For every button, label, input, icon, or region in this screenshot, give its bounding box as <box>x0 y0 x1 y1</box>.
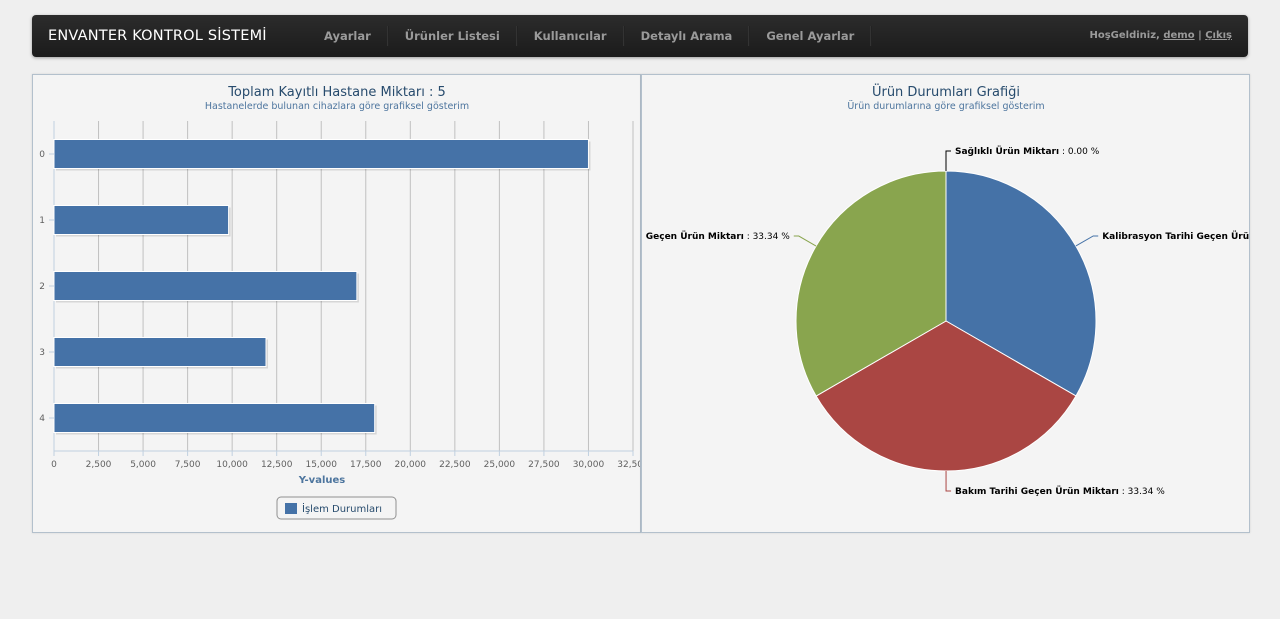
welcome-text: HoşGeldiniz, <box>1089 30 1160 41</box>
legend-swatch <box>285 503 297 514</box>
x-tick-label: 32,500 <box>617 460 640 470</box>
nav-kullanicilar[interactable]: Kullanıcılar <box>533 29 607 43</box>
pie-label-value: : 0.00 % <box>1059 147 1100 157</box>
bar-4[interactable] <box>53 403 376 433</box>
x-tick-label: 0 <box>51 460 57 470</box>
x-tick-label: 27,500 <box>528 460 560 470</box>
bar-chart: Toplam Kayıtlı Hastane Miktarı : 5 Hasta… <box>39 85 640 520</box>
nav-divider <box>386 26 389 46</box>
y-tick-label: 3 <box>39 348 45 358</box>
bar-chart-subtitle: Hastanelerde bulunan cihazlara göre graf… <box>205 101 469 112</box>
pie-labels: Sağlıklı Ürün Miktarı : 0.00 % Kalibrasyo… <box>642 146 1249 497</box>
logout-link[interactable]: Çıkış <box>1205 30 1232 41</box>
pie-chart-title: Ürün Durumları Grafiği <box>872 83 1020 100</box>
pie-slices[interactable] <box>795 170 1097 472</box>
x-tick-label: 22,500 <box>439 460 471 470</box>
bar-series[interactable] <box>53 139 591 435</box>
bar-2[interactable] <box>53 271 358 301</box>
y-axis-ticks: 0 1 2 3 4 <box>39 150 54 424</box>
x-tick-label: 20,000 <box>395 460 427 470</box>
pie-connector <box>793 235 817 247</box>
pie-label: Tarihi Geçen Ürün Miktarı : 33.34 % <box>642 231 790 242</box>
pie-label: Kalibrasyon Tarihi Geçen Ürün Miktarı : … <box>1102 231 1249 242</box>
brand-logo[interactable]: ENVANTER KONTROL SİSTEMİ <box>48 28 267 44</box>
bar-1[interactable] <box>53 205 230 235</box>
x-tick-label: 7,500 <box>175 460 201 470</box>
pie-slice-3[interactable] <box>795 170 947 397</box>
nav-detayli-arama[interactable]: Detaylı Arama <box>640 29 733 43</box>
legend-box[interactable] <box>276 496 397 520</box>
y-tick-label: 1 <box>39 216 45 226</box>
pie-slice-1[interactable] <box>945 170 1097 397</box>
bar-chart-panel: Toplam Kayıtlı Hastane Miktarı : 5 Hasta… <box>32 74 641 533</box>
user-separator: | <box>1198 30 1202 41</box>
nav-urunler-listesi[interactable]: Ürünler Listesi <box>404 29 500 43</box>
pie-connector <box>1075 235 1099 247</box>
x-tick-label: 25,000 <box>484 460 516 470</box>
pie-connector <box>945 150 951 171</box>
pie-label-name: Bakım Tarihi Geçen Ürün Miktarı <box>955 486 1119 497</box>
pie-chart-panel: Ürün Durumları Grafiği Ürün durumlarına … <box>641 74 1250 533</box>
x-tick-label: 5,000 <box>130 460 156 470</box>
pie-label-name: Kalibrasyon Tarihi Geçen Ürün Miktarı <box>1102 231 1249 242</box>
pie-slice-2[interactable] <box>815 320 1077 472</box>
pie-chart-subtitle: Ürün durumlarına göre grafiksel gösterim <box>847 101 1044 112</box>
nav-divider <box>748 26 751 46</box>
nav-ayarlar[interactable]: Ayarlar <box>324 29 371 43</box>
main-nav: Ayarlar Ürünler Listesi Kullanıcılar Det… <box>308 15 873 57</box>
chart-legend[interactable]: İşlem Durumları <box>276 496 397 520</box>
top-navbar: ENVANTER KONTROL SİSTEMİ Ayarlar Ürünler… <box>32 15 1248 57</box>
x-tick-label: 2,500 <box>86 460 112 470</box>
username-link[interactable]: demo <box>1163 30 1195 41</box>
pie-chart: Ürün Durumları Grafiği Ürün durumlarına … <box>642 83 1249 497</box>
pie-label-value: : 33.34 % <box>744 232 790 242</box>
y-tick-label: 4 <box>39 414 45 424</box>
nav-divider <box>870 26 873 46</box>
x-tick-label: 17,500 <box>350 460 382 470</box>
bar-chart-title: Toplam Kayıtlı Hastane Miktarı : 5 <box>227 85 446 100</box>
bar-0[interactable] <box>53 139 589 169</box>
pie-label: Bakım Tarihi Geçen Ürün Miktarı : 33.34 … <box>955 486 1165 497</box>
pie-label: Sağlıklı Ürün Miktarı : 0.00 % <box>955 146 1100 157</box>
nav-divider <box>622 26 625 46</box>
x-axis-label: Y-values <box>298 475 346 486</box>
x-tick-label: 30,000 <box>573 460 605 470</box>
pie-label-name: Sağlıklı Ürün Miktarı <box>955 146 1059 157</box>
x-tick-label: 12,500 <box>261 460 293 470</box>
pie-label-value: : 33.34 % <box>1119 487 1165 497</box>
legend-label[interactable]: İşlem Durumları <box>302 502 382 515</box>
y-tick-label: 0 <box>39 150 45 160</box>
x-tick-label: 15,000 <box>305 460 337 470</box>
pie-label-name: Tarihi Geçen Ürün Miktarı <box>642 231 744 242</box>
user-box: HoşGeldiniz, demo | Çıkış <box>1089 15 1232 57</box>
bar-3[interactable] <box>53 337 267 367</box>
x-axis-ticks: 0 2,500 5,000 7,500 10,000 12,500 15,000 17,500… <box>51 451 640 470</box>
nav-divider <box>515 26 518 46</box>
nav-genel-ayarlar[interactable]: Genel Ayarlar <box>766 29 855 43</box>
pie-connector <box>945 470 952 492</box>
y-tick-label: 2 <box>39 282 45 292</box>
x-tick-label: 10,000 <box>216 460 248 470</box>
